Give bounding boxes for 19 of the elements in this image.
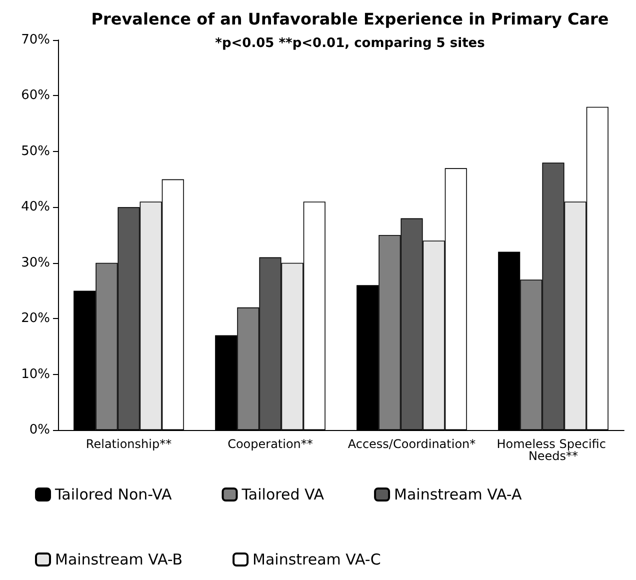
y-tick-label: 70% [21, 32, 50, 48]
legend-label: Mainstream VA-A [394, 486, 522, 504]
chart-subtitle: *p<0.05 **p<0.01, comparing 5 sites [215, 36, 486, 51]
y-tick-label: 40% [21, 200, 50, 215]
x-tick-label: Cooperation** [228, 437, 313, 451]
x-tick-label: Access/Coordination* [348, 437, 476, 451]
x-tick-label: Relationship** [86, 437, 172, 451]
y-tick-label: 0% [29, 422, 50, 438]
y-tick-label: 10% [21, 366, 50, 382]
y-tick-label: 50% [21, 144, 50, 159]
legend-label: Tailored VA [240, 486, 325, 504]
y-tick-label: 30% [21, 255, 50, 270]
y-tick-label: 60% [21, 88, 50, 104]
legend-label: Tailored Non-VA [54, 486, 172, 504]
legend-label: Mainstream VA-B [55, 550, 183, 568]
x-tick-label: Homeless Specific Needs** [496, 437, 610, 463]
legend-label: Mainstream VA-C [252, 550, 381, 568]
y-tick-label: 20% [21, 311, 50, 326]
chart-title: Prevalence of an Unfavorable Experience in Primary Care [91, 10, 609, 28]
